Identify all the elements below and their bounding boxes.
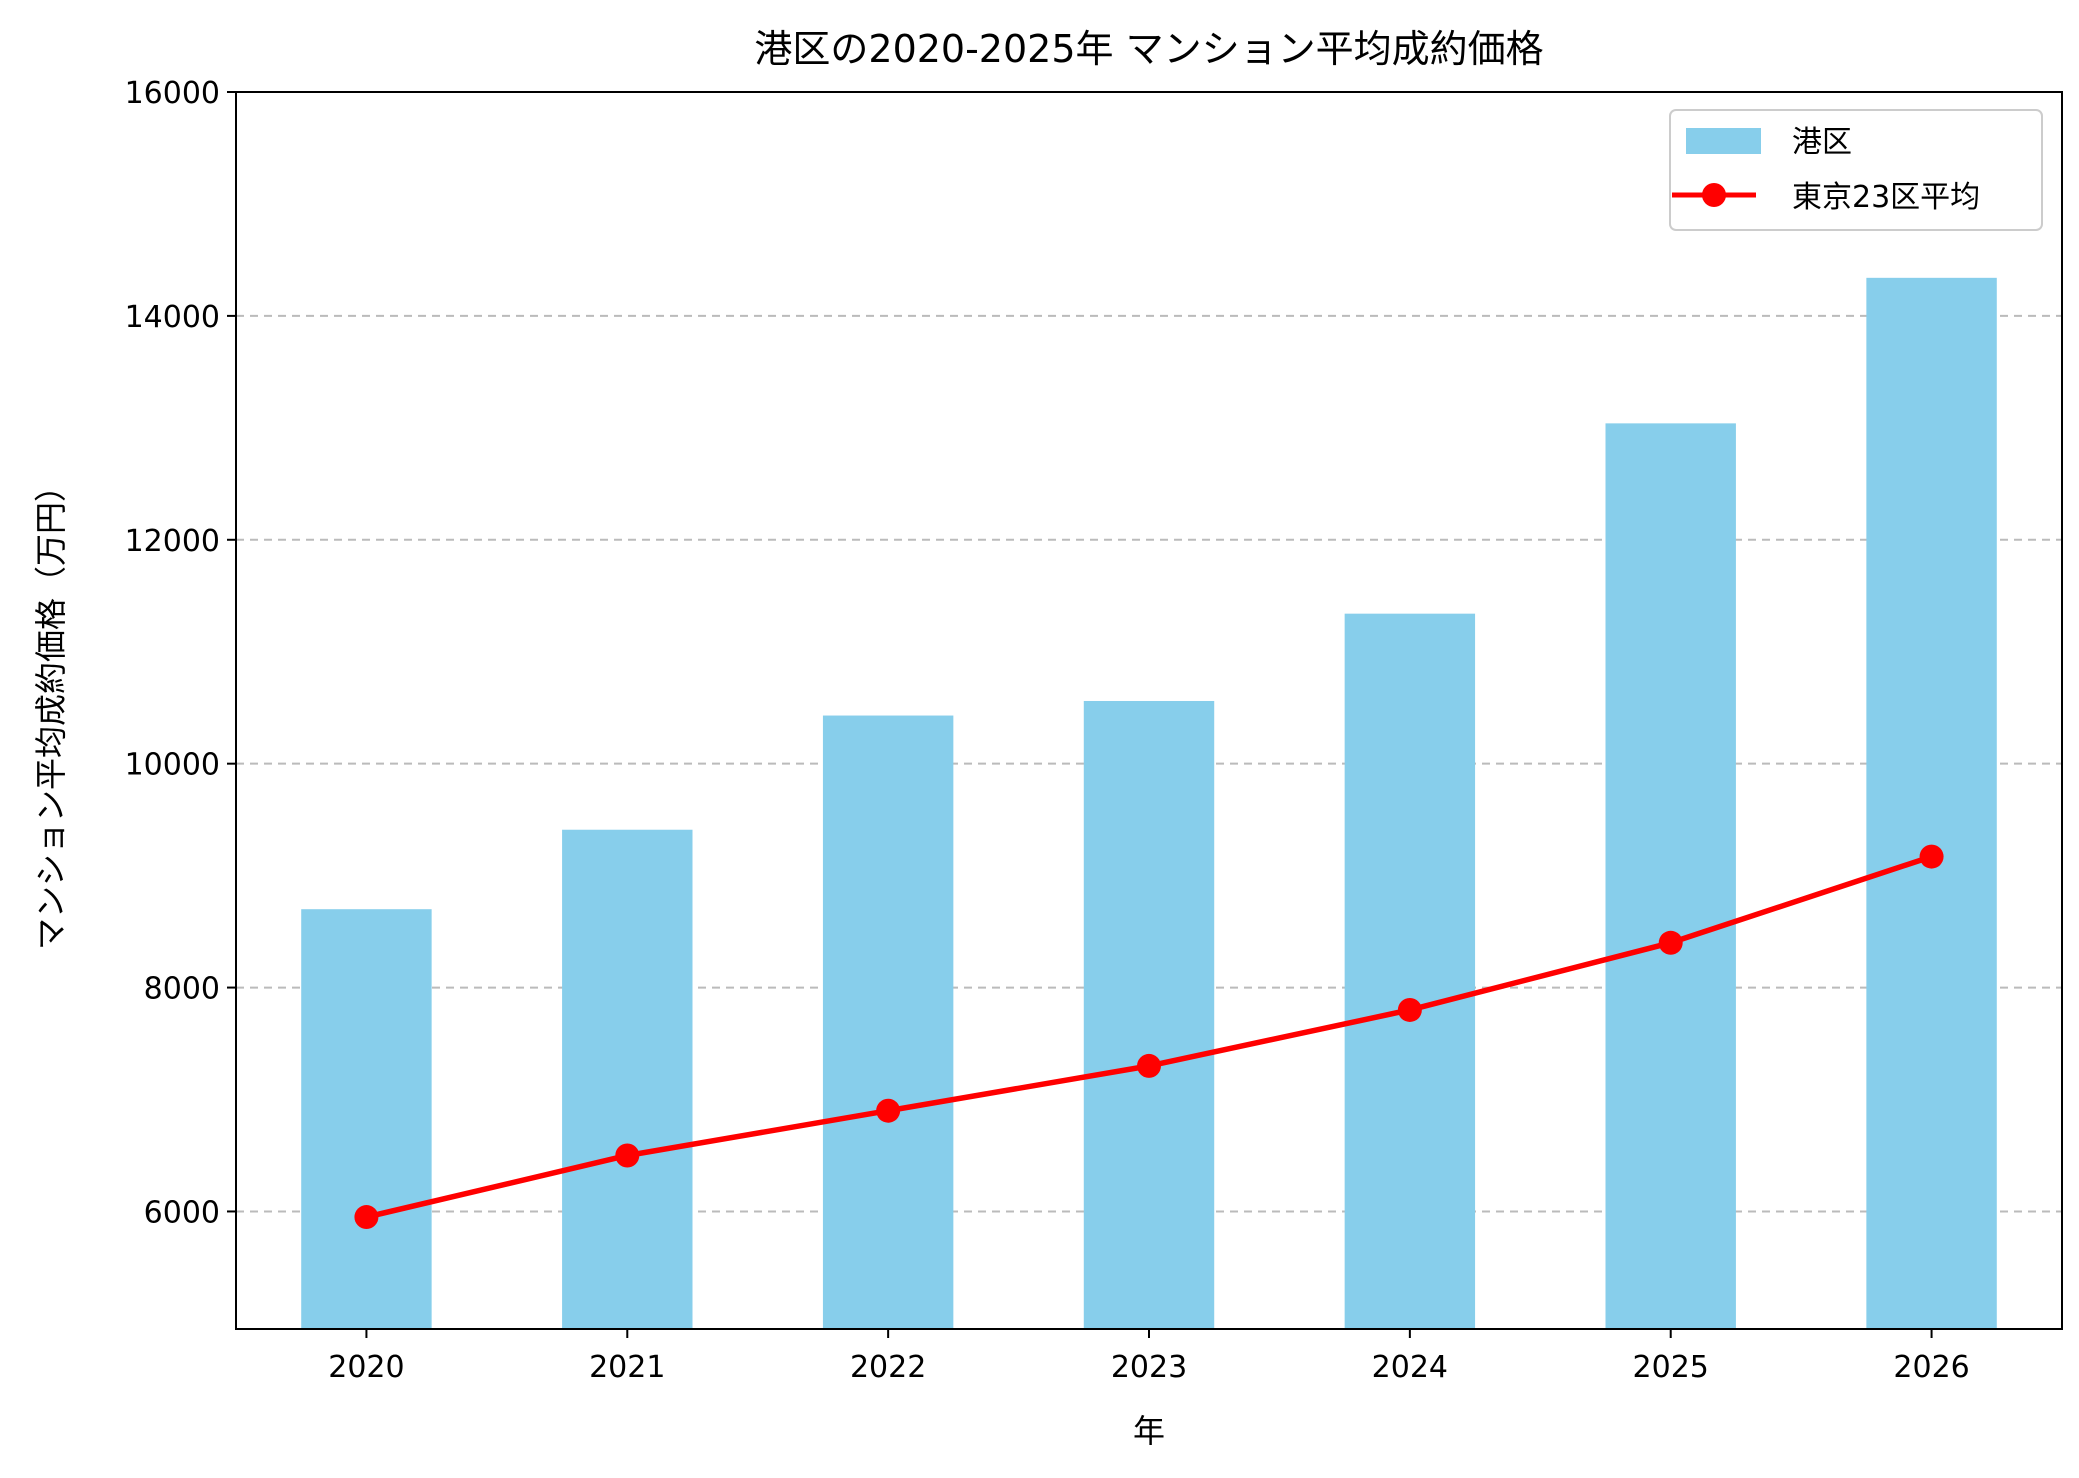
line-point-2023 — [1137, 1053, 1161, 1078]
legend-box — [1669, 109, 2043, 231]
line-point-2021 — [615, 1143, 640, 1168]
legend: 港区 東京23区平均 — [1669, 109, 2043, 231]
line-point-2022 — [876, 1098, 901, 1123]
bar-2025 — [1605, 423, 1736, 1330]
bar-2026 — [1866, 277, 1997, 1330]
bar-2021 — [562, 829, 693, 1329]
line-series — [354, 844, 1944, 1230]
legend-label-bar: 港区 — [1792, 125, 1852, 160]
y-axis-label: マンション平均成約価格（万円） — [32, 470, 70, 950]
y-tick-label: 10000 — [125, 748, 220, 783]
y-tick-label: 16000 — [125, 76, 220, 111]
line-point-2025 — [1658, 930, 1683, 955]
bars — [301, 277, 1997, 1330]
line-point-2020 — [354, 1205, 379, 1230]
bar-2024 — [1344, 613, 1476, 1329]
bar-2022 — [822, 715, 954, 1329]
x-tick-label: 2020 — [328, 1350, 404, 1385]
x-tick-label: 2026 — [1893, 1350, 1969, 1385]
chart-title: 港区の2020-2025年 マンション平均成約価格 — [754, 27, 1543, 71]
y-axis: 6000 8000 10000 12000 14000 16000 — [125, 76, 236, 1230]
bar-2020 — [301, 909, 432, 1329]
line-point-2026 — [1919, 844, 1944, 869]
x-tick-label: 2022 — [850, 1350, 926, 1385]
x-tick-label: 2023 — [1111, 1350, 1187, 1385]
y-tick-label: 12000 — [125, 524, 220, 559]
x-axis: 2020 2021 2022 2023 2024 2025 2026 — [328, 1329, 1970, 1385]
line-point-2024 — [1397, 997, 1422, 1022]
legend-label-line: 東京23区平均 — [1792, 180, 1980, 215]
x-axis-label: 年 — [1133, 1412, 1165, 1450]
legend-swatch-marker — [1702, 183, 1726, 207]
y-tick-label: 14000 — [125, 300, 220, 335]
x-tick-label: 2021 — [589, 1350, 665, 1385]
y-tick-label: 6000 — [144, 1195, 220, 1230]
x-tick-label: 2025 — [1633, 1350, 1709, 1385]
x-tick-label: 2024 — [1372, 1350, 1448, 1385]
y-tick-label: 8000 — [144, 972, 220, 1007]
legend-swatch-bar — [1686, 128, 1761, 154]
bar-2023 — [1083, 700, 1215, 1329]
